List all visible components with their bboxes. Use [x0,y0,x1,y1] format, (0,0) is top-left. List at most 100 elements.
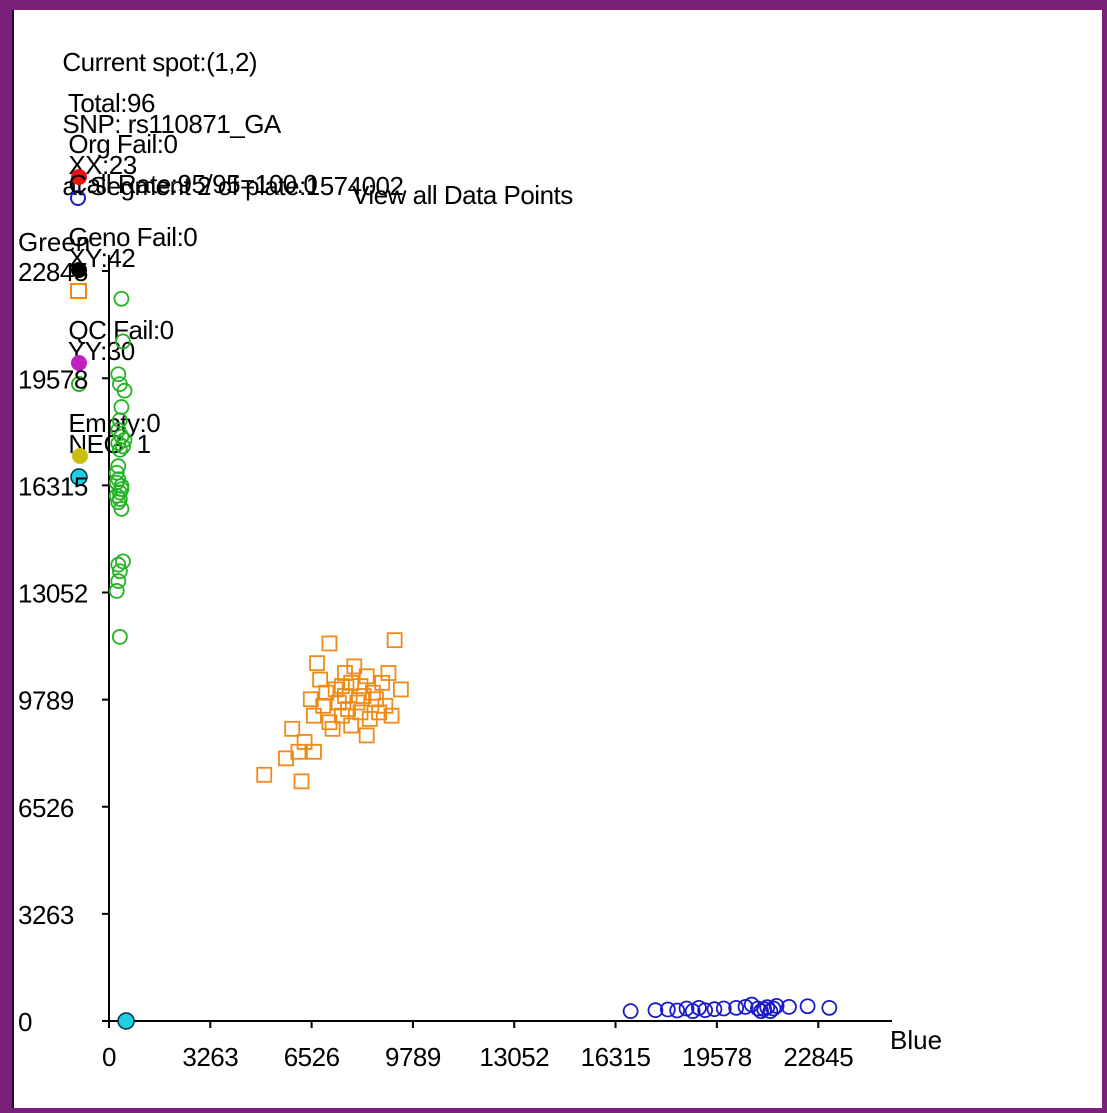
geno-fail-count: Geno Fail:0 [68,222,198,252]
data-point-xx [659,1001,676,1018]
call-rate: Call Rate:95/95=100.0 [68,169,318,199]
data-point-xy [392,681,409,698]
data-point-neg [117,1012,135,1030]
data-point-yy [110,435,127,452]
y-tick-label: 6526 [18,793,74,823]
data-point-xy [386,632,403,649]
data-point-xy [296,734,313,750]
data-point-xx [759,999,776,1016]
series-neg [117,1012,135,1030]
data-point-xy [358,668,375,685]
data-point-xy [355,688,372,704]
y-tick-label: 22845 [18,257,88,287]
chart-title[interactable]: View all Data Points [352,180,573,210]
data-point-xy [321,635,338,652]
data-point-xy [284,720,301,737]
data-point-yy [113,290,130,307]
data-point-yy [111,628,128,645]
data-point-xx [799,998,816,1015]
data-point-xy [306,743,322,760]
data-point-xy [346,658,363,675]
data-point-yy [108,583,125,599]
xy-legend-icon [70,283,88,300]
y-tick-label: 9789 [18,686,74,716]
plot-marks [108,290,838,1030]
org-fail-legend-icon [71,169,88,186]
data-point-xx [669,1002,686,1019]
org-fail-count: Org Fail:0 [68,129,178,159]
data-point-xx [781,998,797,1015]
qc-fail-legend-icon [71,355,88,372]
data-point-xy [343,717,360,734]
total-count: Total:96 [67,88,156,118]
data-point-yy [111,563,128,580]
x-axis-label: Blue [890,1025,942,1055]
x-tick-label: 0 [102,1042,116,1072]
qc-fail-count: QC Fail:0 [68,315,174,345]
data-point-xx [768,997,785,1014]
data-point-xx [765,1000,782,1017]
data-point-xx [750,1000,766,1017]
current-spot-label: Current spot:(1,2) [62,47,258,77]
data-point-xy [383,707,400,724]
header-line-spot: Current spot:(1,2) SNP: rs110871_GA at S… [22,16,404,233]
snp-label: SNP: rs110871_GA [62,109,281,139]
data-point-yy [110,366,127,383]
data-point-xx [715,1000,732,1017]
data-point-yy [111,412,128,429]
header-line-fails: Org Fail:0 Geno Fail:0 QC Fail:0 Empty:0 [28,98,198,501]
data-point-xy [318,684,335,701]
data-point-xx [728,999,745,1016]
series-xx [622,996,838,1020]
data-point-xx [697,1002,714,1019]
data-point-yy [110,556,127,573]
x-tick-label: 3263 [182,1042,238,1072]
x-tick-label: 22845 [783,1042,853,1072]
data-point-xy [306,707,322,724]
y-tick-label: 16315 [18,471,88,501]
data-point-xx [706,1001,723,1018]
x-tick-label: 9789 [385,1042,441,1072]
data-point-xy [293,773,310,790]
data-point-yy [113,500,130,517]
scatter-plot[interactable]: 0 3263 6526 9789 13052 16315 19578 22845 0 3263 65… [14,215,1102,1105]
data-point-yy [110,573,127,589]
data-point-yy [115,438,131,455]
plot-axes: 0 3263 6526 9789 13052 16315 19578 22845 0 3263 65… [18,227,942,1072]
data-point-xx [647,1002,664,1019]
segment-label: at Segment 2 of plate:1574002 [62,171,404,201]
xx-legend-icon [70,190,87,207]
genotype-plot-panel: Current spot:(1,2) SNP: rs110871_GA at S… [12,10,1102,1108]
data-point-yy [113,399,130,415]
data-point-yy [115,333,131,350]
neg-legend-icon [70,468,89,486]
yy-legend-icon [71,376,88,393]
y-tick-label: 19578 [18,364,88,394]
data-point-xy [343,674,360,691]
x-tick-label: 19578 [682,1042,752,1072]
data-point-xy [380,665,397,681]
data-point-xy [309,655,325,672]
data-point-xy [358,727,375,744]
series-xy [256,632,409,790]
data-point-yy [115,553,131,570]
header-line-callrate: Call Rate:95/95=100.0 [28,138,317,231]
y-axis-label: Green [18,227,90,257]
empty-legend-icon [72,448,89,465]
data-point-xy [256,766,273,783]
x-tick-label: 16315 [581,1042,651,1072]
series-yy [108,290,133,645]
data-point-xy [324,720,341,737]
x-tick-label: 13052 [479,1042,549,1072]
y-tick-label: 13052 [18,579,88,609]
data-point-yy [111,441,128,458]
geno-fail-legend-icon [71,262,88,279]
y-tick-label: 0 [18,1007,32,1037]
data-point-xx [821,999,838,1016]
data-point-xx [622,1003,639,1020]
y-tick-label: 3263 [18,900,74,930]
data-point-yy [113,481,130,498]
data-point-xy [312,671,329,688]
x-tick-label: 6526 [284,1042,340,1072]
